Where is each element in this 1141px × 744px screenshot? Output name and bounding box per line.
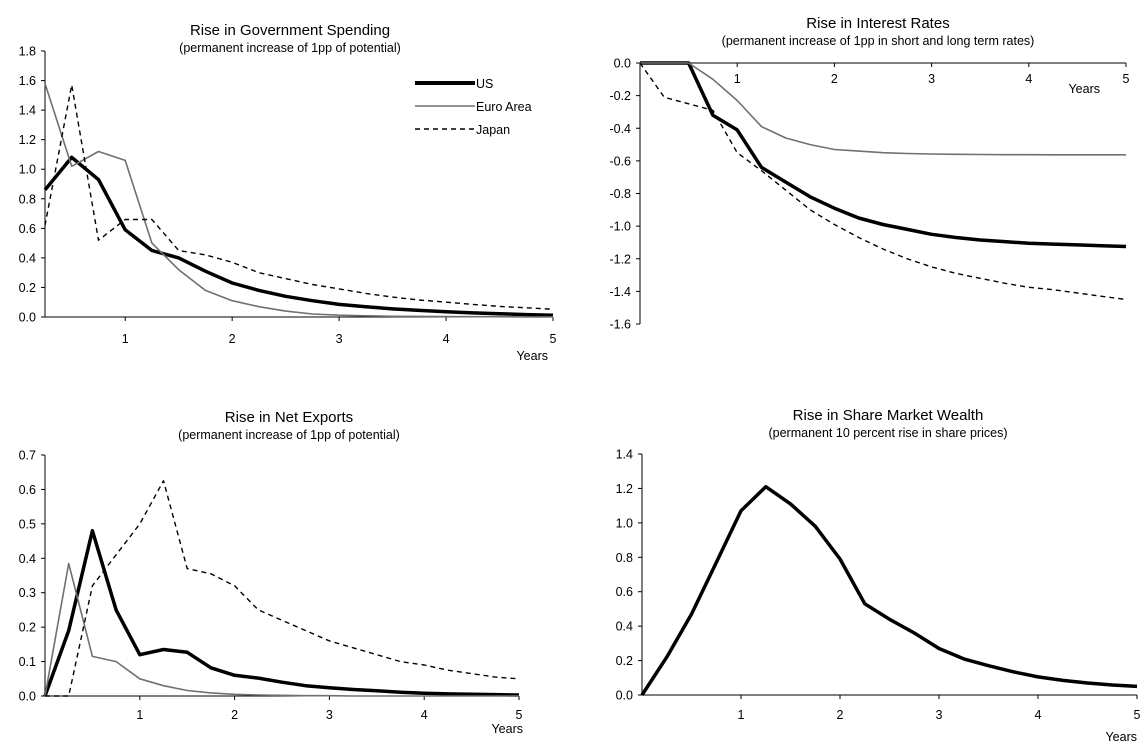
chart-subtitle: (permanent 10 percent rise in share pric… (768, 426, 1007, 440)
chart-title: Rise in Share Market Wealth (793, 407, 984, 424)
y-tick-label: -0.8 (609, 187, 631, 201)
y-tick-label: 0.2 (19, 281, 36, 295)
x-tick-label: 3 (928, 72, 935, 86)
chart-title: Rise in Net Exports (225, 409, 353, 426)
y-tick-label: 0.0 (616, 689, 633, 703)
x-tick-label: 4 (1035, 708, 1042, 722)
y-tick-label: 1.2 (19, 133, 36, 147)
y-tick-label: -1.4 (609, 285, 631, 299)
x-tick-label: 3 (336, 332, 343, 346)
y-tick-label: 1.0 (19, 163, 36, 177)
y-tick-label: -0.4 (609, 122, 631, 136)
series-line-us (640, 61, 1127, 249)
x-tick-label: 3 (936, 708, 943, 722)
series-line-us (640, 484, 1138, 696)
x-axis-label: Years (516, 349, 548, 363)
y-tick-label: 0.0 (19, 690, 36, 704)
x-tick-label: 2 (229, 332, 236, 346)
y-tick-label: -1.0 (609, 220, 631, 234)
x-axis-label: Years (491, 722, 523, 736)
y-tick-label: 0.1 (19, 655, 36, 669)
series-line-euro-area (44, 562, 519, 697)
y-tick-label: 0.5 (19, 517, 36, 531)
y-tick-label: -0.2 (609, 89, 631, 103)
y-tick-label: -1.6 (609, 318, 631, 332)
x-axis-label: Years (1105, 730, 1137, 744)
x-tick-label: 5 (516, 708, 523, 722)
legend-label-us: US (476, 77, 493, 91)
chart-government-spending: Rise in Government Spending (permanent i… (19, 22, 557, 363)
x-tick-label: 5 (1123, 72, 1130, 86)
x-tick-label: 2 (831, 72, 838, 86)
series-line-japan (639, 62, 1127, 301)
x-tick-label: 4 (421, 708, 428, 722)
y-tick-label: 0.6 (19, 222, 36, 236)
x-tick-label: 3 (326, 708, 333, 722)
y-tick-label: 0.6 (19, 483, 36, 497)
y-tick-label: 1.4 (19, 104, 36, 118)
x-tick-label: 1 (738, 708, 745, 722)
chart-share-market-wealth: Rise in Share Market Wealth (permanent 1… (616, 407, 1141, 744)
y-tick-label: 0.2 (616, 654, 633, 668)
y-tick-label: 1.6 (19, 74, 36, 88)
y-tick-label: 1.0 (616, 516, 633, 530)
x-tick-label: 2 (231, 708, 238, 722)
y-tick-label: 0.4 (19, 552, 36, 566)
y-tick-label: 0.4 (19, 251, 36, 265)
x-tick-label: 1 (734, 72, 741, 86)
chart-net-exports: Rise in Net Exports (permanent increase … (19, 409, 523, 736)
y-tick-label: 0.2 (19, 621, 36, 635)
y-tick-label: 0.0 (19, 311, 36, 325)
y-tick-label: 1.2 (616, 482, 633, 496)
y-tick-label: 0.7 (19, 449, 36, 463)
chart-interest-rates: Rise in Interest Rates (permanent increa… (609, 15, 1129, 332)
legend: US Euro Area Japan (415, 77, 532, 137)
chart-subtitle: (permanent increase of 1pp in short and … (722, 34, 1035, 48)
series-line-euro-area (44, 83, 553, 318)
y-tick-label: 1.8 (19, 45, 36, 59)
x-tick-label: 5 (550, 332, 557, 346)
y-tick-label: 0.8 (19, 192, 36, 206)
series-line-euro-area (640, 62, 1126, 156)
chart-subtitle: (permanent increase of 1pp of potential) (179, 41, 401, 55)
x-tick-label: 1 (136, 708, 143, 722)
series-line-japan (44, 84, 554, 310)
y-tick-label: 0.8 (616, 551, 633, 565)
series-line-japan (45, 480, 520, 697)
legend-label-japan: Japan (476, 123, 510, 137)
series-line-us (43, 528, 520, 697)
chart-title: Rise in Government Spending (190, 22, 390, 39)
x-tick-label: 4 (1025, 72, 1032, 86)
x-tick-label: 5 (1134, 708, 1141, 722)
y-tick-label: 0.0 (614, 57, 631, 71)
x-axis-label: Years (1068, 82, 1100, 96)
chart-title: Rise in Interest Rates (806, 15, 949, 32)
x-tick-label: 1 (122, 332, 129, 346)
legend-label-euro-area: Euro Area (476, 100, 532, 114)
x-tick-label: 4 (443, 332, 450, 346)
y-tick-label: -1.2 (609, 252, 631, 266)
y-tick-label: 0.3 (19, 586, 36, 600)
chart-subtitle: (permanent increase of 1pp of potential) (178, 428, 400, 442)
y-tick-label: -0.6 (609, 154, 631, 168)
y-tick-label: 1.4 (616, 448, 633, 462)
y-tick-label: 0.6 (616, 585, 633, 599)
y-tick-label: 0.4 (616, 620, 633, 634)
x-tick-label: 2 (837, 708, 844, 722)
series-line-us (43, 155, 554, 317)
